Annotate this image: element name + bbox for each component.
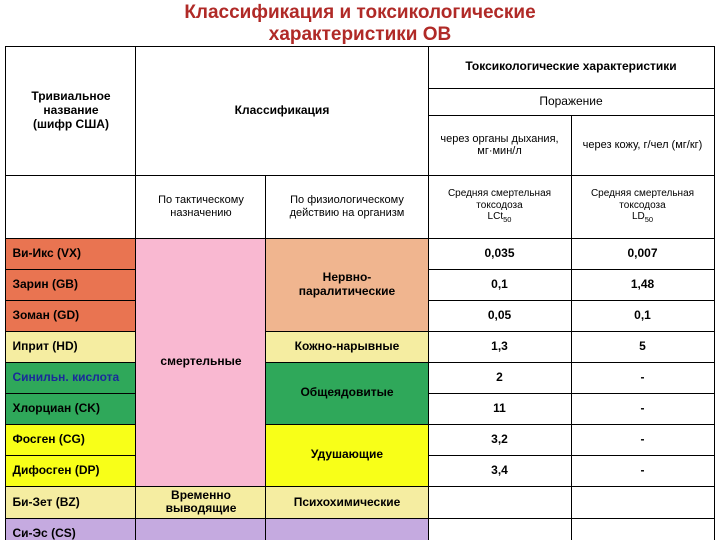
header-row: По тактическому назначению По физиологич…: [6, 175, 714, 238]
table-row: Фосген (CG)Удушающие3,2-: [6, 424, 714, 455]
agent-name: Синильн. кислота: [6, 362, 136, 393]
agent-name: Би-Зет (BZ): [6, 486, 136, 519]
hdr-blank: [6, 175, 136, 238]
hdr-lct-label: Средняя смертельная токсодоза: [448, 188, 551, 211]
agent-name: Си-Эс (CS): [6, 519, 136, 540]
header-row: Тривиальное название(шифр США) Классифик…: [6, 46, 714, 88]
hdr-tox: Токсикологические характеристики: [428, 46, 714, 88]
lct-value: 0,035: [428, 238, 571, 269]
ld-value: -: [571, 362, 714, 393]
physio-group: Нервно-паралитические: [266, 238, 428, 331]
lct-value: 11: [428, 393, 571, 424]
ld-value: -: [571, 424, 714, 455]
hdr-ld-sub-prefix: LD: [632, 211, 645, 222]
hdr-tox-text: Токсикологические характеристики: [465, 59, 676, 73]
agent-name: Ви-Икс (VX): [6, 238, 136, 269]
classification-table: Тривиальное название(шифр США) Классифик…: [5, 46, 714, 540]
lct-value: 2: [428, 362, 571, 393]
hdr-lct-sub: 50: [503, 215, 511, 224]
hdr-physio: По физиологическому действию на организм: [266, 175, 428, 238]
lct-value: 3,4: [428, 455, 571, 486]
lct-value: 1,3: [428, 331, 571, 362]
table-row: Синильн. кислотаОбщеядовитые2-: [6, 362, 714, 393]
lct-value: 3,2: [428, 424, 571, 455]
agent-name: Фосген (CG): [6, 424, 136, 455]
agent-name: Хлорциан (CK): [6, 393, 136, 424]
table-row: Иприт (HD) Кожно-нарывные1,35: [6, 331, 714, 362]
table-body: Ви-Икс (VX)смертельныеНервно-паралитичес…: [6, 238, 714, 540]
hdr-classification: Классификация: [136, 46, 428, 175]
ld-value: [571, 486, 714, 519]
lct-value: 0,05: [428, 300, 571, 331]
ld-value: 0,007: [571, 238, 714, 269]
agent-name: Дифосген (DP): [6, 455, 136, 486]
title-line1: Классификация и токсикологические: [184, 2, 535, 23]
ld-value: 5: [571, 331, 714, 362]
hdr-resp: через органы дыхания, мг·мин/л: [428, 116, 571, 176]
hdr-tactical: По тактическому назначению: [136, 175, 266, 238]
lct-value: [428, 519, 571, 540]
tactical-group: Раздража-ющие: [136, 519, 266, 540]
table-row: Си-Эс (CS)Раздража-ющиеРаздражающие: [6, 519, 714, 540]
agent-name: Зарин (GB): [6, 269, 136, 300]
hdr-skin-text: через кожу, г/чел (мг/кг): [583, 139, 703, 151]
hdr-classification-text: Классификация: [235, 103, 330, 117]
ld-value: 0,1: [571, 300, 714, 331]
physio-group: Кожно-нарывные: [266, 331, 428, 362]
ld-value: -: [571, 455, 714, 486]
hdr-skin: через кожу, г/чел (мг/кг): [571, 116, 714, 176]
hdr-tactical-text: По тактическому назначению: [158, 194, 244, 219]
hdr-ld-label: Средняя смертельная токсодоза: [591, 188, 694, 211]
hdr-physio-text: По физиологическому действию на организм: [290, 194, 405, 219]
hdr-ld-sub: 50: [645, 215, 653, 224]
title-line2: характеристики ОВ: [269, 24, 452, 45]
tactical-group: Временно выводящие: [136, 486, 266, 519]
physio-group: Психохимические: [266, 486, 428, 519]
hdr-trivial-text: Тривиальное название(шифр США): [31, 89, 110, 131]
agent-name: Иприт (HD): [6, 331, 136, 362]
hdr-ld: Средняя смертельная токсодоза LD50: [571, 175, 714, 238]
ld-value: [571, 519, 714, 540]
hdr-damage-text: Поражение: [539, 94, 602, 108]
ld-value: -: [571, 393, 714, 424]
hdr-lct: Средняя смертельная токсодоза LCt50: [428, 175, 571, 238]
tactical-group: смертельные: [136, 238, 266, 486]
physio-group: Раздражающие: [266, 519, 428, 540]
lct-value: [428, 486, 571, 519]
lct-value: 0,1: [428, 269, 571, 300]
ld-value: 1,48: [571, 269, 714, 300]
physio-group: Удушающие: [266, 424, 428, 486]
agent-name: Зоман (GD): [6, 300, 136, 331]
hdr-damage: Поражение: [428, 88, 714, 115]
hdr-lct-sub-prefix: LCt: [488, 211, 504, 222]
physio-group: Общеядовитые: [266, 362, 428, 424]
table-row: Ви-Икс (VX)смертельныеНервно-паралитичес…: [6, 238, 714, 269]
hdr-trivial: Тривиальное название(шифр США): [6, 46, 136, 175]
table-row: Би-Зет (BZ)Временно выводящиеПсихохимиче…: [6, 486, 714, 519]
hdr-resp-text: через органы дыхания, мг·мин/л: [440, 133, 558, 158]
page-title: Классификация и токсикологические характ…: [0, 0, 720, 46]
